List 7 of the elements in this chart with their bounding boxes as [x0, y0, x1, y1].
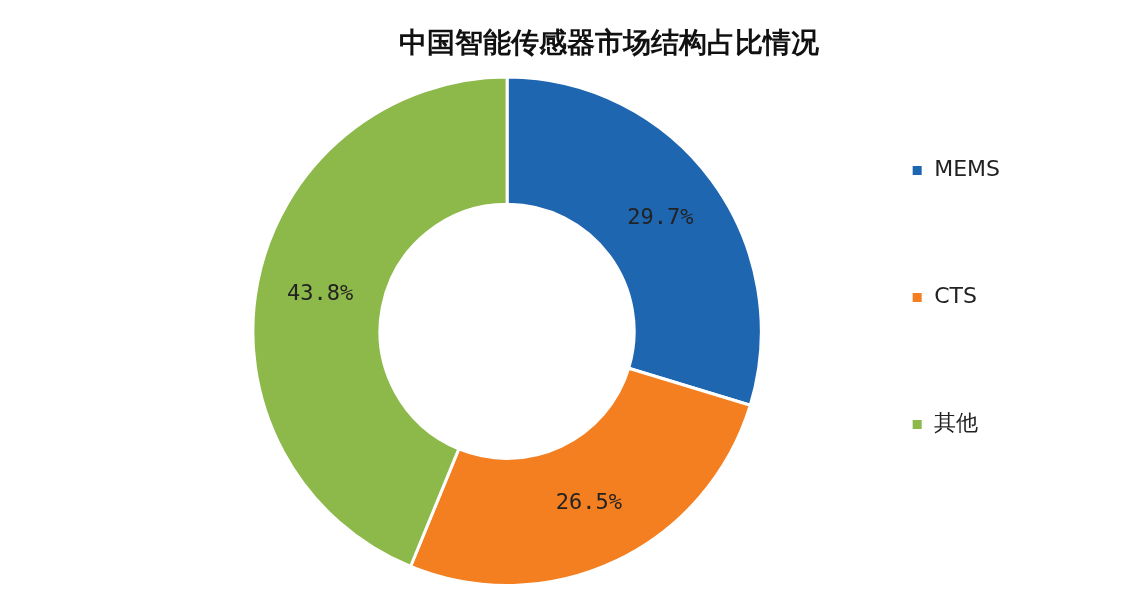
- data-label: 43.8%: [286, 280, 354, 306]
- legend-label: 其他: [934, 410, 979, 436]
- legend-label: MEMS: [934, 156, 1000, 182]
- chart-title: 中国智能传感器市场结构占比情况: [399, 26, 820, 60]
- legend-label: CTS: [934, 283, 977, 309]
- data-label: 29.7%: [627, 203, 694, 229]
- data-label: 26.5%: [555, 489, 622, 515]
